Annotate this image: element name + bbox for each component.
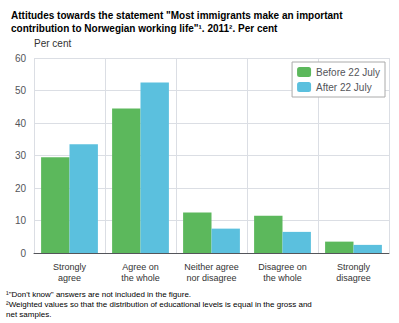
svg-text:20: 20 [15,183,27,194]
svg-text:disagree: disagree [336,273,371,283]
svg-text:Before 22 July: Before 22 July [316,67,380,78]
svg-text:Per cent: Per cent [34,38,71,49]
svg-text:¹"Don't know" answers are not: ¹"Don't know" answers are not included i… [6,290,191,299]
svg-text:After 22 July: After 22 July [316,82,372,93]
svg-text:Attitudes towards the statemen: Attitudes towards the statement "Most im… [11,10,343,21]
svg-text:agree: agree [58,273,81,283]
svg-text:50: 50 [15,85,27,96]
svg-text:contribution to Norwegian work: contribution to Norwegian working life"¹… [11,23,278,34]
svg-text:the whole: the whole [263,273,302,283]
svg-text:Disagree on: Disagree on [258,262,307,272]
svg-text:0: 0 [20,248,26,259]
svg-text:Agree on: Agree on [122,262,159,272]
svg-text:nor disagree: nor disagree [186,273,236,283]
svg-text:60: 60 [15,53,27,64]
svg-text:Neither agree: Neither agree [184,262,239,272]
svg-text:Strongly: Strongly [337,262,371,272]
svg-text:²Weighted values so that the d: ²Weighted values so that the distributio… [6,300,312,309]
svg-text:10: 10 [15,215,27,226]
svg-text:40: 40 [15,118,27,129]
svg-text:30: 30 [15,150,27,161]
svg-text:the whole: the whole [121,273,160,283]
svg-text:net samples.: net samples. [6,310,51,319]
svg-text:Strongly: Strongly [53,262,87,272]
